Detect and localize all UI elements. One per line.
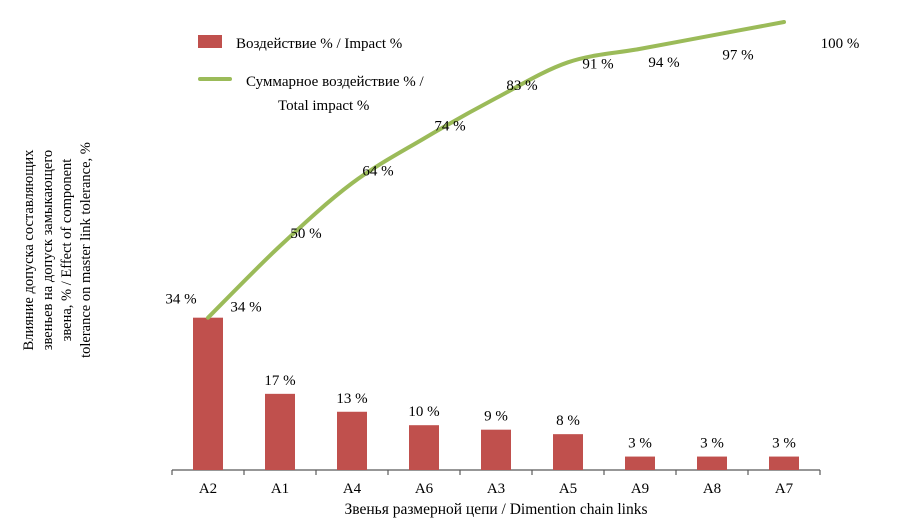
legend: Воздействие % / Impact % Суммарное возде… [198, 32, 424, 132]
impact-legend-label: Воздействие % / Impact % [236, 36, 403, 52]
bar-label: 13 % [336, 391, 367, 407]
bar-A4 [337, 411, 367, 470]
bar-label: 8 % [556, 413, 580, 429]
total-line-swatch-icon [198, 77, 232, 81]
total-legend-label-line1: Суммарное воздействие % / [246, 74, 424, 90]
category-label: A7 [775, 481, 794, 497]
bar-A3 [481, 429, 511, 470]
category-label: A5 [559, 481, 577, 497]
bar-label: 3 % [700, 436, 724, 452]
x-axis-title: Звенья размерной цепи / Dimention chain … [344, 501, 648, 518]
legend-item-total: Суммарное воздействие % / Total impact % [198, 70, 424, 118]
category-label: A2 [199, 481, 217, 497]
category-label: A3 [487, 481, 505, 497]
category-label: A1 [271, 481, 289, 497]
category-label: A8 [703, 481, 721, 497]
bar-A2 [193, 317, 223, 470]
line-label: 74 % [434, 118, 465, 134]
bar-label: 10 % [408, 404, 439, 420]
line-label: 50 % [290, 226, 321, 242]
cumulative-line [206, 20, 786, 320]
category-label: A9 [631, 481, 649, 497]
bar-label: 3 % [628, 436, 652, 452]
bar-A6 [409, 425, 439, 470]
bar-A7 [769, 456, 799, 470]
impact-bar-swatch-icon [198, 35, 222, 48]
category-label: A6 [415, 481, 434, 497]
bar-A9 [625, 456, 655, 470]
bar-A8 [697, 456, 727, 470]
line-label: 97 % [722, 47, 753, 63]
bar-label: 34 % [165, 292, 196, 308]
bar-label: 3 % [772, 436, 796, 452]
bar-label: 17 % [264, 373, 295, 389]
bar-A5 [553, 434, 583, 470]
line-label: 83 % [506, 78, 537, 94]
total-legend-label-line2: Total impact % [278, 98, 370, 114]
bar-A1 [265, 393, 295, 470]
category-label: A4 [343, 481, 362, 497]
legend-item-impact: Воздействие % / Impact % [198, 32, 424, 56]
y-axis-title: Влияние допуска составляющих звеньев на … [21, 142, 94, 358]
line-label: 64 % [362, 163, 393, 179]
line-label: 94 % [648, 55, 679, 71]
bar-label: 9 % [484, 409, 508, 425]
line-label: 34 % [230, 300, 261, 316]
line-label: 100 % [821, 36, 860, 52]
line-label: 91 % [582, 56, 613, 72]
total-legend-label: Суммарное воздействие % / Total impact % [246, 70, 424, 118]
